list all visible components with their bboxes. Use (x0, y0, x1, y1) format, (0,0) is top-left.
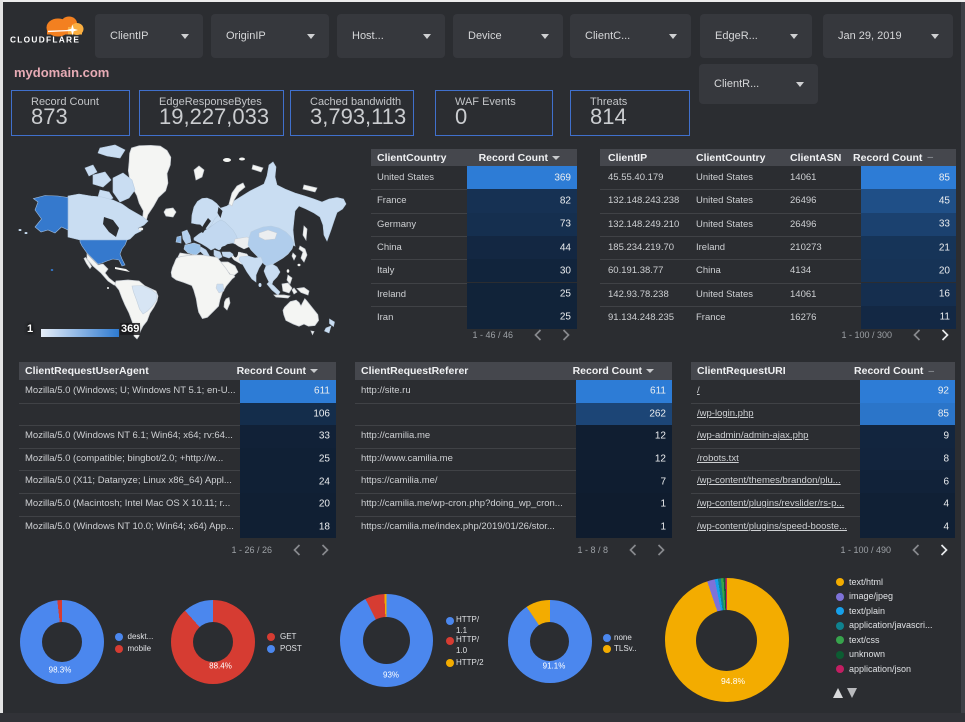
svg-text:CLOUDFLARE: CLOUDFLARE (10, 35, 80, 45)
